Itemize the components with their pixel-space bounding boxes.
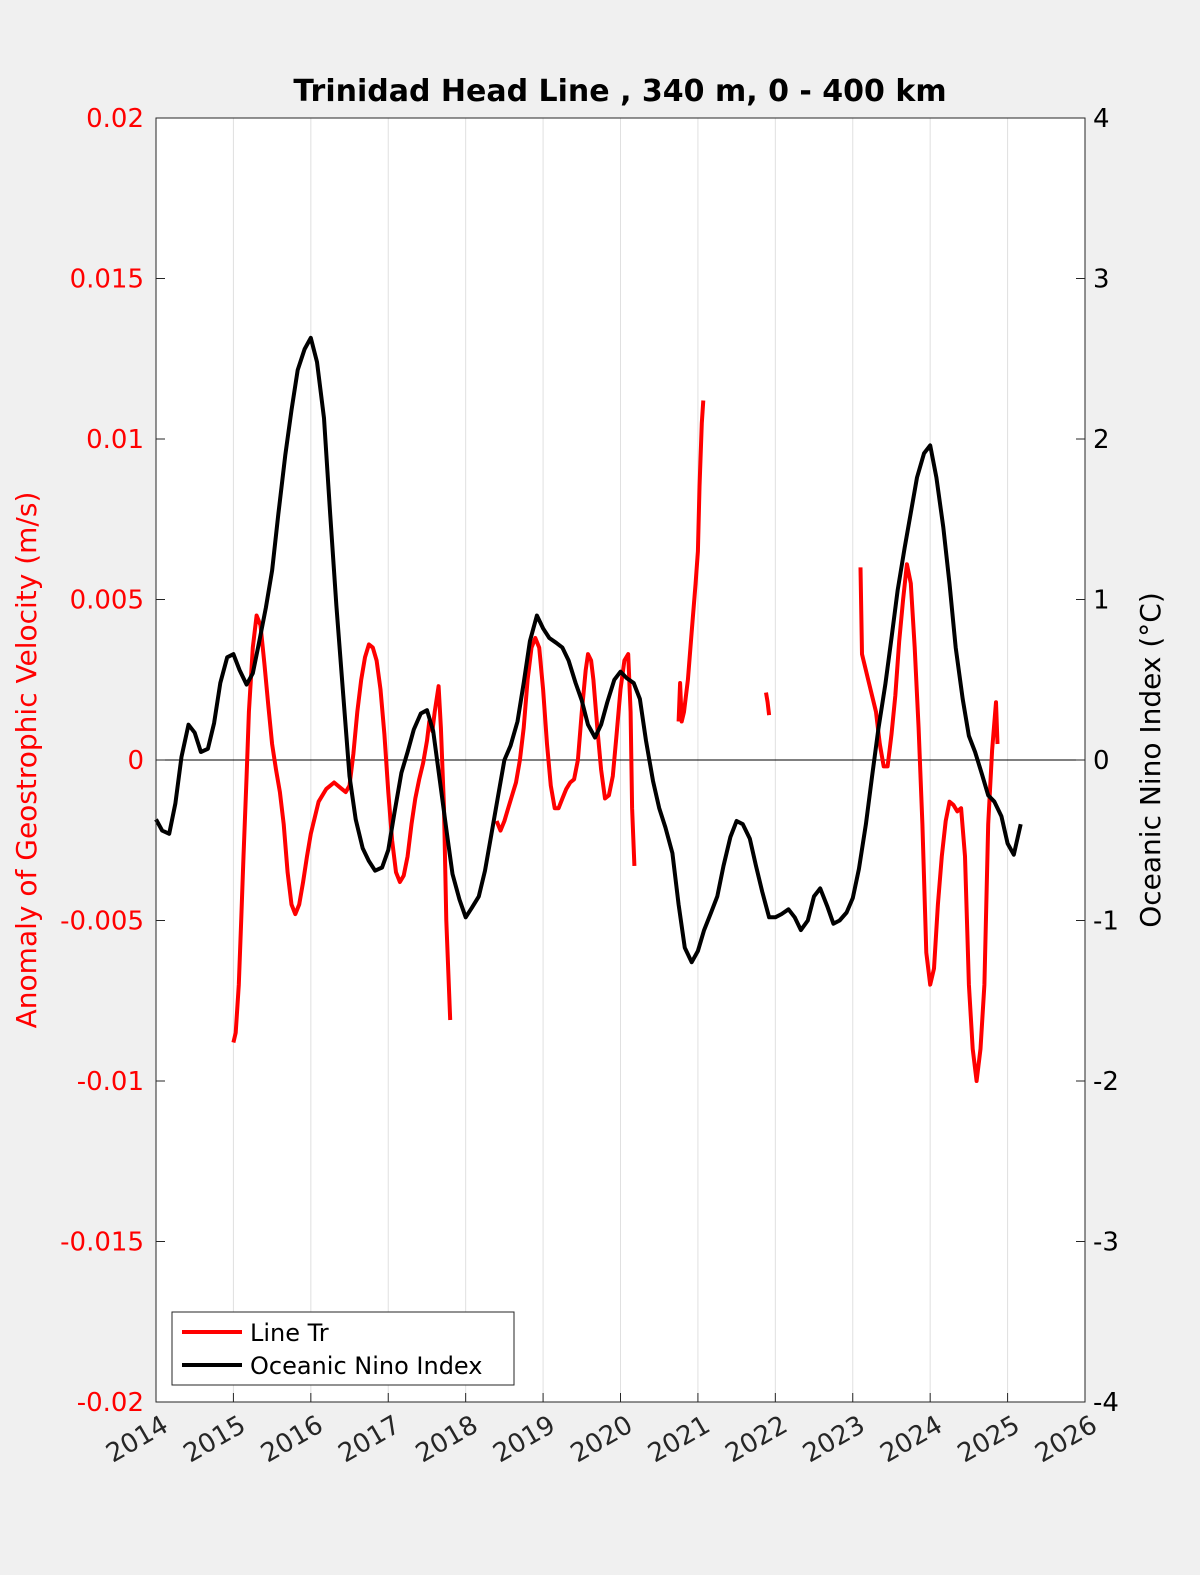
x-axis: 2014 2015 2016 2017 2018 2019 2020 2021 2022 2023… bbox=[101, 1393, 1103, 1469]
y-axis-right: 4 3 2 1 0 -1 -2 -3 -4 bbox=[1076, 104, 1119, 1418]
y-axis-right-label: Oceanic Nino Index (°C) bbox=[1134, 592, 1167, 928]
line-tr-segment-3 bbox=[676, 400, 706, 724]
y-axis-left: 0.02 0.015 0.01 0.005 0 -0.005 -0.01 -0.015 -0.0… bbox=[60, 104, 165, 1418]
x-tick-label: 2021 bbox=[643, 1410, 715, 1469]
y-right-tick-label: 0 bbox=[1093, 746, 1110, 776]
y-left-tick-label: 0 bbox=[127, 746, 144, 776]
line-tr-segment-5 bbox=[858, 562, 1000, 1083]
y-right-tick-label: 4 bbox=[1093, 104, 1110, 134]
y-left-tick-label: -0.02 bbox=[77, 1388, 144, 1418]
y-axis-left-label: Anomaly of Geostrophic Velocity (m/s) bbox=[10, 492, 43, 1029]
y-right-tick-label: -4 bbox=[1093, 1388, 1119, 1418]
y-left-tick-label: 0.005 bbox=[70, 586, 144, 616]
y-left-tick-label: 0.02 bbox=[86, 104, 144, 134]
x-tick-label: 2018 bbox=[411, 1410, 483, 1469]
y-left-tick-label: 0.015 bbox=[70, 265, 144, 295]
oceanic-nino-index-line bbox=[154, 335, 1023, 965]
line-tr-segment-4 bbox=[764, 692, 772, 716]
x-tick-label: 2026 bbox=[1030, 1410, 1102, 1469]
y-right-tick-label: 2 bbox=[1093, 425, 1110, 455]
y-left-tick-label: -0.005 bbox=[60, 907, 144, 937]
x-tick-label: 2022 bbox=[721, 1410, 793, 1469]
y-left-tick-label: -0.015 bbox=[60, 1228, 144, 1258]
y-right-tick-label: -2 bbox=[1093, 1067, 1119, 1097]
x-tick-label: 2016 bbox=[256, 1410, 328, 1469]
y-right-tick-label: 3 bbox=[1093, 265, 1110, 295]
legend-box bbox=[171, 1311, 515, 1386]
y-right-tick-label: -1 bbox=[1093, 907, 1119, 937]
x-tick-label: 2015 bbox=[179, 1410, 251, 1469]
x-tick-label: 2023 bbox=[798, 1410, 870, 1469]
series-layer bbox=[154, 335, 1023, 1083]
legend-label-oni: Oceanic Nino Index bbox=[250, 1352, 482, 1380]
chart-title: Trinidad Head Line , 340 m, 0 - 400 km bbox=[293, 74, 946, 109]
x-tick-label: 2020 bbox=[566, 1410, 638, 1469]
y-right-tick-label: -3 bbox=[1093, 1228, 1119, 1258]
y-left-tick-label: -0.01 bbox=[77, 1067, 144, 1097]
x-tick-label: 2025 bbox=[953, 1410, 1025, 1469]
legend: Line Tr Oceanic Nino Index bbox=[171, 1311, 515, 1386]
legend-label-line-tr: Line Tr bbox=[250, 1319, 329, 1347]
line-tr-segment-2 bbox=[494, 636, 637, 866]
x-tick-label: 2014 bbox=[101, 1410, 173, 1469]
y-left-tick-label: 0.01 bbox=[86, 425, 144, 455]
x-tick-label: 2024 bbox=[875, 1410, 947, 1469]
x-tick-label: 2017 bbox=[333, 1410, 405, 1469]
x-tick-label: 2019 bbox=[488, 1410, 560, 1469]
y-right-tick-label: 1 bbox=[1093, 586, 1110, 616]
